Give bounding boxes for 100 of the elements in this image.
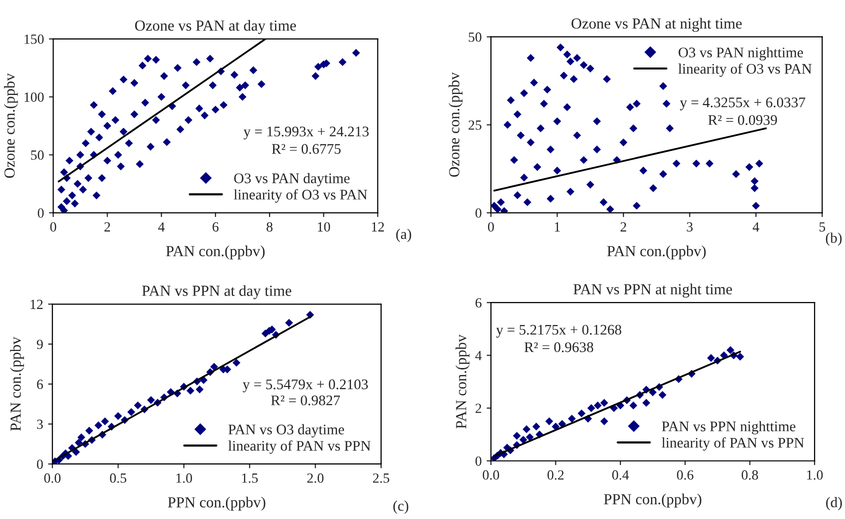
x-axis-title: PAN con.(ppbv) <box>166 246 265 260</box>
point <box>568 414 576 423</box>
legend-label: O3 vs PAN daytime <box>234 172 350 186</box>
x-tick-label: 0 <box>488 222 494 232</box>
point <box>232 358 240 367</box>
legend-label: PAN vs PPN nighttime <box>662 421 796 434</box>
legend-label: linearity of PAN vs PPN <box>228 440 371 454</box>
x-tick-label: 2 <box>620 222 626 232</box>
y-tick-label: 25 <box>468 120 482 130</box>
chart-title: Ozone vs PAN at night time <box>572 18 742 32</box>
y-axis-title: PAN con.(ppbv <box>456 334 470 429</box>
point <box>532 422 540 431</box>
x-tick-label: 0.5 <box>110 473 126 483</box>
point <box>74 438 83 447</box>
x-tick-label: 1.0 <box>176 473 192 483</box>
point <box>600 398 608 407</box>
point <box>658 390 666 399</box>
chart-title: PAN vs PPN at day time <box>142 285 292 300</box>
x-tick-label: 0.8 <box>742 470 758 480</box>
annotation: y = 5.2175x + 0.1268 <box>496 324 622 338</box>
x-tick-label: 0.0 <box>44 473 61 483</box>
x-tick-label: 0.6 <box>676 470 694 480</box>
point <box>642 398 650 407</box>
point <box>134 401 142 410</box>
y-tick-label: 50 <box>31 150 44 160</box>
y-tick-label: 12 <box>30 300 43 309</box>
x-tick-label: 0.4 <box>612 470 629 480</box>
x-tick-label: 4 <box>752 222 760 232</box>
x-tick-label: 6 <box>212 222 219 232</box>
y-tick-label: 6 <box>37 380 43 390</box>
y-axis-title: PAN con.(ppbv <box>10 336 24 431</box>
point <box>629 402 638 410</box>
point <box>285 318 293 327</box>
text: (d) <box>826 497 842 510</box>
point <box>94 421 102 430</box>
text: (a) <box>396 228 412 242</box>
point <box>707 354 715 362</box>
point <box>545 417 554 426</box>
y-tick-label: 0 <box>476 456 482 466</box>
y-tick-label: 2 <box>476 404 482 413</box>
y-tick-label: 0 <box>36 460 43 469</box>
point <box>85 426 94 435</box>
y-tick-label: 6 <box>476 298 482 308</box>
point <box>77 433 86 442</box>
chart-title: PAN vs PPN at night time <box>573 284 732 298</box>
point <box>196 385 204 394</box>
x-tick-label: 8 <box>266 222 272 232</box>
x-axis-title: PAN con.(ppbv) <box>607 246 706 260</box>
chart-title: Ozone vs PAN at day time <box>135 20 296 34</box>
y-axis-title: Ozone con.(ppbv <box>4 73 18 178</box>
point <box>594 402 602 410</box>
y-tick-label: 0 <box>38 208 44 218</box>
point <box>522 425 530 434</box>
point <box>587 404 596 412</box>
point <box>114 412 122 420</box>
annotation: y = 15.993x + 24.213 <box>244 126 369 140</box>
x-tick-label: 0 <box>50 222 56 232</box>
x-tick-label: 10 <box>318 222 330 232</box>
legend-label: linearity of PAN vs PPN <box>662 437 804 451</box>
y-tick-label: 50 <box>468 32 482 42</box>
point <box>210 362 218 371</box>
y-tick-label: 3 <box>37 420 43 429</box>
legend-label: O3 vs PAN nighttime <box>678 47 803 60</box>
x-tick-label: 1 <box>554 222 560 232</box>
point <box>127 408 136 416</box>
y-tick-label: 150 <box>24 34 44 44</box>
x-axis-title: PPN con.(ppbv) <box>604 494 702 508</box>
legend-label: linearity of O3 vs PAN <box>234 189 368 203</box>
point <box>186 386 194 395</box>
x-tick-label: 4 <box>158 222 165 232</box>
point <box>512 432 521 440</box>
annotation: R² = 0.6775 <box>272 144 341 154</box>
x-tick-label: 0.0 <box>482 470 500 480</box>
point <box>736 352 744 361</box>
point <box>726 346 734 354</box>
x-tick-label: 3 <box>686 222 693 232</box>
point <box>558 420 566 428</box>
x-tick-label: 1.5 <box>242 473 258 483</box>
y-tick-label: 0 <box>476 208 482 218</box>
y-tick-label: 4 <box>475 351 482 360</box>
text: (c) <box>393 500 408 514</box>
legend-label: linearity of O3 vs PAN <box>678 63 812 77</box>
annotation: y = 5.5479x + 0.2103 <box>242 379 368 392</box>
annotation: R² = 0.9638 <box>524 342 594 352</box>
x-axis-title: PPN con.(ppbv) <box>168 496 266 511</box>
x-tick-label: 2.5 <box>373 473 390 483</box>
annotation: R² = 0.9827 <box>271 395 340 406</box>
point <box>578 409 586 418</box>
annotation: R² = 0.0939 <box>708 115 777 126</box>
y-axis-title: Ozone con.(ppbv <box>448 72 462 177</box>
x-tick-label: 0.2 <box>548 470 564 480</box>
annotation: y = 4.3255x + 6.0337 <box>680 97 806 110</box>
y-tick-label: 9 <box>36 340 43 350</box>
x-tick-label: 2.0 <box>307 473 324 483</box>
x-tick-label: 1.0 <box>807 470 823 480</box>
legend-label: PAN vs O3 daytime <box>228 424 344 438</box>
point <box>600 417 608 426</box>
x-tick-label: 12 <box>372 222 384 232</box>
point <box>519 436 528 444</box>
point <box>147 396 155 404</box>
